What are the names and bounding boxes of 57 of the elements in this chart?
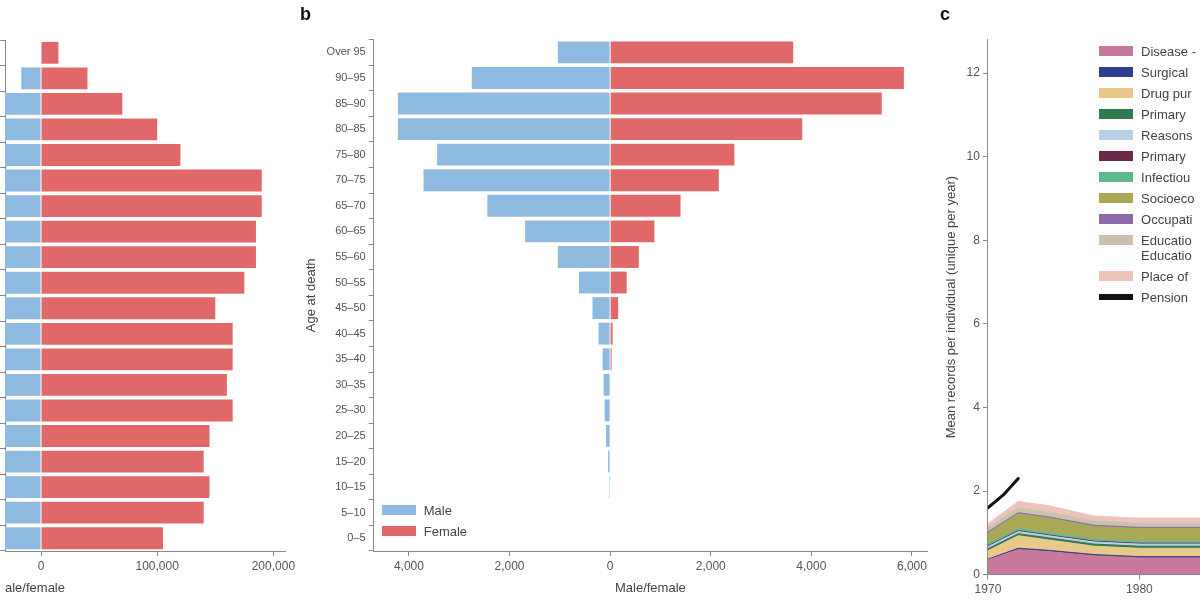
- y-tick-label: 12: [966, 65, 981, 80]
- y-tick-label: 55–60: [335, 249, 366, 262]
- x-tick-label: 2,000: [494, 558, 525, 573]
- y-axis-title: Age at death: [303, 258, 319, 333]
- y-tick-label: 30–35: [335, 377, 366, 390]
- y-tick-label: 50–55: [335, 275, 366, 288]
- x-tick-label: 6,000: [896, 558, 928, 573]
- y-tick-label: 15–20: [335, 454, 366, 467]
- x-tick-label: 0: [37, 558, 45, 573]
- legend-label: Socioeco: [1141, 190, 1195, 206]
- x-axis-title: Male/female: [614, 579, 686, 595]
- x-tick-label: 1970: [974, 582, 1002, 597]
- y-tick-label: 60–65: [335, 224, 366, 237]
- x-axis-title: ale/female: [5, 579, 65, 595]
- legend-label: Male: [423, 503, 452, 518]
- y-tick-label: 10–15: [335, 480, 366, 493]
- y-tick-label: 45–50: [335, 301, 366, 314]
- legend-label: Primary: [1141, 148, 1186, 164]
- y-tick-label: 80–85: [335, 122, 366, 135]
- legend-label: Disease -: [1141, 43, 1196, 59]
- chart-title: b: [300, 3, 311, 24]
- y-tick-label: 2: [973, 483, 981, 498]
- x-tick-label: 2,000: [695, 558, 727, 573]
- y-tick-label: 40–45: [335, 326, 366, 339]
- legend-label: Female: [423, 524, 468, 539]
- x-tick-label: 1980: [1126, 582, 1154, 597]
- y-tick-label: 4: [973, 399, 981, 414]
- legend-label: Pension: [1141, 289, 1189, 305]
- y-tick-label: 25–30: [335, 403, 366, 416]
- x-tick-label: 0: [606, 558, 614, 573]
- x-tick-label: 4,000: [796, 558, 827, 573]
- legend-label: Place of: [1141, 268, 1189, 284]
- x-tick-label: 4,000: [393, 558, 425, 573]
- y-tick-label: 75–80: [335, 147, 366, 160]
- legend-label: Primary: [1141, 106, 1186, 122]
- y-tick-label: 5–10: [341, 505, 366, 518]
- y-tick-label: Over 95: [326, 45, 366, 58]
- y-tick-label: 6: [973, 316, 981, 331]
- x-tick-label: 200,000: [251, 558, 296, 573]
- y-tick-label: 85–90: [335, 96, 366, 109]
- legend-label: Occupati: [1141, 211, 1193, 227]
- y-axis-title: Mean records per individual (unique per year): [943, 175, 959, 439]
- y-tick-label: 0–5: [347, 531, 366, 544]
- y-tick-label: 65–70: [335, 198, 366, 211]
- y-tick-label: 35–40: [335, 352, 366, 365]
- legend-label: Drug pur: [1141, 85, 1192, 101]
- chart-title: c: [940, 3, 951, 24]
- y-tick-label: 10: [966, 148, 981, 163]
- y-tick-label: 70–75: [335, 173, 366, 186]
- legend-label: Reasons: [1141, 127, 1193, 143]
- y-tick-label: 20–25: [335, 428, 366, 441]
- legend-label: Infectiou: [1141, 169, 1191, 185]
- legend-label: Educatio Educatio: [1141, 232, 1192, 263]
- y-tick-label: 8: [973, 232, 981, 247]
- x-tick-label: 100,000: [135, 558, 180, 573]
- y-tick-label: 90–95: [335, 70, 366, 83]
- legend-label: Surgical: [1141, 64, 1189, 80]
